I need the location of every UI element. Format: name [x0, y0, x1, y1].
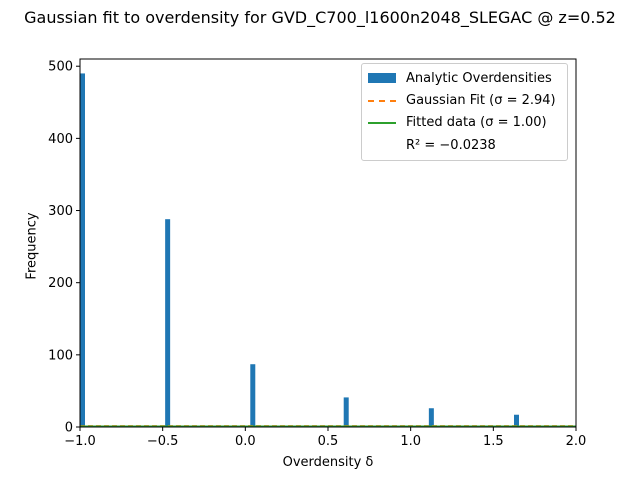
- histogram-bar: [343, 397, 349, 427]
- histogram-bar: [514, 414, 519, 427]
- legend-item-r2: R² = −0.0238: [368, 135, 496, 155]
- y-tick-label: 200: [48, 276, 73, 291]
- y-tick-label: 100: [48, 348, 73, 363]
- legend-label: Gaussian Fit (σ = 2.94): [406, 92, 556, 108]
- y-axis-ticks: 0 100 200 300 400 500: [48, 60, 80, 436]
- x-axis-label: Overdensity δ: [282, 455, 374, 470]
- legend-label: Analytic Overdensities: [406, 70, 552, 86]
- legend-swatch-line: [368, 117, 396, 127]
- x-tick-label: 1.5: [483, 434, 504, 449]
- x-tick-label: 0.5: [318, 434, 339, 449]
- legend-item-analytic: Analytic Overdensities: [368, 68, 552, 88]
- r-squared-annotation: R² = −0.0238: [406, 137, 496, 153]
- histogram-bar: [428, 408, 434, 427]
- legend: Analytic Overdensities Gaussian Fit (σ =…: [361, 63, 568, 161]
- legend-label: Fitted data (σ = 1.00): [406, 114, 547, 130]
- histogram-bars: [80, 73, 519, 428]
- histogram-bar: [165, 219, 171, 427]
- x-tick-label: 1.0: [400, 434, 421, 449]
- y-tick-label: 300: [48, 204, 73, 219]
- histogram-bar: [250, 364, 256, 427]
- x-tick-label: −0.5: [147, 434, 179, 449]
- histogram-bar: [80, 73, 85, 428]
- y-tick-label: 500: [48, 60, 73, 75]
- x-tick-label: −1.0: [64, 434, 96, 449]
- x-tick-label: 2.0: [566, 434, 587, 449]
- y-tick-label: 0: [65, 421, 73, 436]
- legend-item-gaussian: Gaussian Fit (σ = 2.94): [368, 90, 556, 110]
- legend-item-fitted: Fitted data (σ = 1.00): [368, 112, 547, 132]
- y-axis-label: Frequency: [24, 212, 40, 280]
- x-tick-label: 0.0: [235, 434, 256, 449]
- y-tick-label: 400: [48, 132, 73, 147]
- legend-swatch-bar: [368, 73, 396, 83]
- legend-swatch-dashed: [368, 95, 396, 105]
- chart-title: Gaussian fit to overdensity for GVD_C700…: [24, 8, 616, 27]
- x-axis-ticks: −1.0 −0.5 0.0 0.5 1.0 1.5 2.0: [64, 427, 586, 449]
